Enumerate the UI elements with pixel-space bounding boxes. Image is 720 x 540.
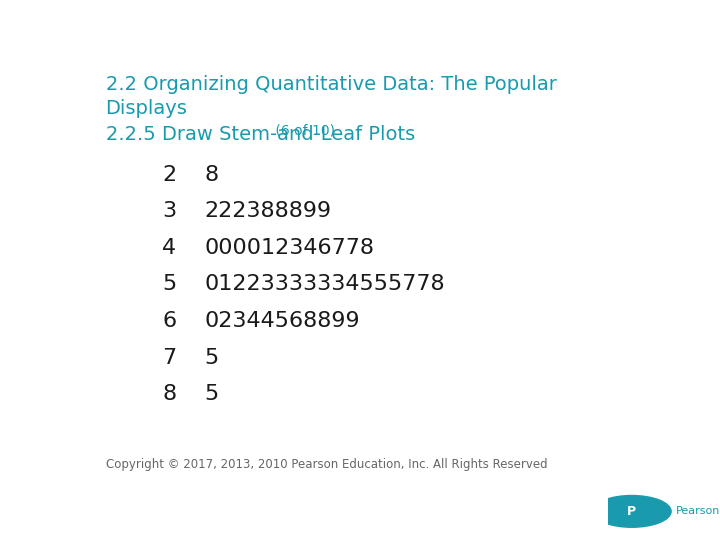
Text: 5: 5 — [162, 274, 176, 294]
Text: 8: 8 — [163, 384, 176, 404]
Text: 000012346778: 000012346778 — [204, 238, 374, 258]
Text: 02344568899: 02344568899 — [204, 311, 360, 331]
Text: 222388899: 222388899 — [204, 201, 331, 221]
Text: (6 of 10): (6 of 10) — [271, 124, 335, 138]
Text: 01223333334555778: 01223333334555778 — [204, 274, 445, 294]
Text: 4: 4 — [163, 238, 176, 258]
Circle shape — [593, 496, 671, 527]
Text: 2.2.5 Draw Stem-and-Leaf Plots: 2.2.5 Draw Stem-and-Leaf Plots — [106, 125, 415, 144]
Text: 2.2 Organizing Quantitative Data: The Popular
Displays: 2.2 Organizing Quantitative Data: The Po… — [106, 75, 557, 118]
Text: 8: 8 — [204, 165, 218, 185]
Text: 2: 2 — [163, 165, 176, 185]
Text: 5: 5 — [204, 348, 219, 368]
Text: 3: 3 — [163, 201, 176, 221]
Text: 6: 6 — [163, 311, 176, 331]
Text: 7: 7 — [163, 348, 176, 368]
Text: 5: 5 — [204, 384, 219, 404]
Text: Pearson: Pearson — [676, 507, 720, 516]
Text: P: P — [627, 505, 636, 518]
Text: Copyright © 2017, 2013, 2010 Pearson Education, Inc. All Rights Reserved: Copyright © 2017, 2013, 2010 Pearson Edu… — [106, 458, 547, 471]
